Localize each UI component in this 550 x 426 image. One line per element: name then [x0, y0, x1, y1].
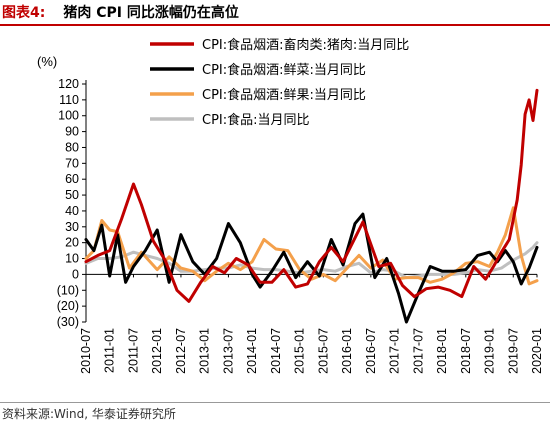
x-tick-label: 2018-01 — [435, 328, 449, 374]
figure-title-bar: 图表4: 猪肉 CPI 同比涨幅仍在高位 — [0, 0, 550, 26]
x-tick-label: 2018-07 — [459, 328, 473, 374]
y-tick-label: (20) — [57, 299, 79, 313]
series-line — [84, 241, 539, 280]
x-tick-label: 2017-01 — [388, 328, 402, 374]
x-tick-label: 2019-07 — [506, 328, 520, 374]
series-line — [84, 212, 539, 324]
y-tick-label: 120 — [58, 77, 79, 91]
series-line — [84, 206, 539, 286]
x-tick-label: 2015-01 — [293, 328, 307, 374]
legend-label: CPI:食品烟酒:鲜果:当月同比 — [202, 87, 366, 103]
y-tick-label: 20 — [65, 236, 79, 250]
y-tick-label: 10 — [65, 252, 79, 266]
x-tick-label: 2012-01 — [150, 328, 164, 374]
x-tick-label: 2012-07 — [174, 328, 188, 374]
figure-title: 猪肉 CPI 同比涨幅仍在高位 — [63, 5, 239, 21]
x-tick-label: 2019-01 — [483, 328, 497, 374]
x-tick-label: 2011-01 — [103, 328, 117, 373]
y-tick-label: 100 — [58, 109, 79, 123]
x-tick-label: 2015-07 — [316, 328, 330, 374]
y-tick-label: 60 — [65, 172, 79, 186]
y-tick-label: 110 — [59, 93, 79, 107]
x-tick-label: 2010-07 — [79, 328, 93, 374]
x-tick-label: 2011-07 — [126, 328, 140, 373]
y-tick-label: (10) — [57, 283, 79, 297]
y-tick-label: 50 — [65, 188, 79, 202]
y-axis-label: (%) — [37, 54, 57, 69]
y-tick-label: 90 — [65, 125, 79, 139]
x-tick-label: 2016-07 — [364, 328, 378, 374]
legend-label: CPI:食品烟酒:畜肉类:猪肉:当月同比 — [202, 37, 409, 53]
figure-label: 图表4: — [2, 5, 46, 21]
y-tick-label: 70 — [65, 156, 79, 170]
legend-label: CPI:食品烟酒:鲜菜:当月同比 — [202, 62, 366, 78]
x-tick-label: 2013-07 — [221, 328, 235, 374]
series-line — [84, 88, 539, 303]
y-tick-label: 30 — [65, 220, 79, 234]
x-tick-label: 2017-07 — [411, 328, 425, 374]
y-tick-label: 40 — [65, 204, 79, 218]
x-tick-label: 2014-07 — [269, 328, 283, 374]
y-tick-label: 80 — [65, 140, 79, 154]
source-text: 资料来源:Wind, 华泰证券研究所 — [2, 407, 176, 421]
source-note: 资料来源:Wind, 华泰证券研究所 — [0, 402, 550, 424]
y-tick-label: (30) — [57, 315, 79, 329]
x-tick-label: 2016-01 — [340, 328, 354, 374]
legend-label: CPI:食品:当月同比 — [202, 112, 310, 128]
x-tick-label: 2013-01 — [198, 328, 212, 374]
x-tick-label: 2020-01 — [530, 328, 544, 374]
x-tick-label: 2014-01 — [245, 328, 259, 374]
y-tick-label: 0 — [72, 267, 79, 281]
